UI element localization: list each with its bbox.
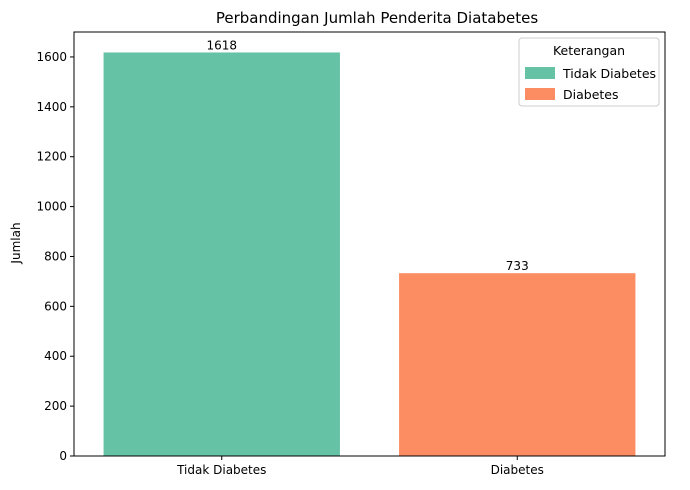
data-label-1: 1618: [206, 38, 237, 52]
legend-swatch-2: [525, 88, 555, 100]
y-tick-label-1000: 1000: [36, 200, 67, 214]
y-tick-label-1400: 1400: [36, 100, 67, 114]
chart-title: Perbandingan Jumlah Penderita Diatabetes: [216, 9, 539, 27]
data-label-2: 733: [506, 259, 529, 273]
legend-swatch-1: [525, 67, 555, 79]
y-tick-label-800: 800: [44, 249, 67, 263]
y-tick-label-1600: 1600: [36, 50, 67, 64]
legend-title: Keterangan: [553, 43, 625, 58]
y-tick-label-200: 200: [44, 399, 67, 413]
data-labels-group: 1618 733: [206, 38, 528, 273]
x-axis: Tidak Diabetes Diabetes: [176, 456, 544, 477]
y-tick-label-0: 0: [59, 449, 67, 463]
legend-entry-2: Diabetes: [563, 87, 619, 102]
y-axis: 0 200 400 600 800 1000 1200 1400 1600: [36, 50, 74, 463]
legend-entry-1: Tidak Diabetes: [562, 66, 656, 81]
bars-group: [103, 52, 636, 457]
y-tick-label-1200: 1200: [36, 150, 67, 164]
bar-1: [103, 52, 340, 457]
x-tick-label-1: Tidak Diabetes: [176, 463, 266, 477]
x-tick-label-2: Diabetes: [491, 463, 544, 477]
y-tick-label-400: 400: [44, 349, 67, 363]
y-axis-label: Jumlah: [9, 222, 23, 264]
plot-frame: [73, 31, 666, 457]
legend-entries: Tidak Diabetes Diabetes: [525, 66, 656, 102]
legend: Keterangan Tidak Diabetes Diabetes: [518, 37, 660, 107]
y-tick-label-600: 600: [44, 299, 67, 313]
bar-2: [399, 273, 636, 456]
